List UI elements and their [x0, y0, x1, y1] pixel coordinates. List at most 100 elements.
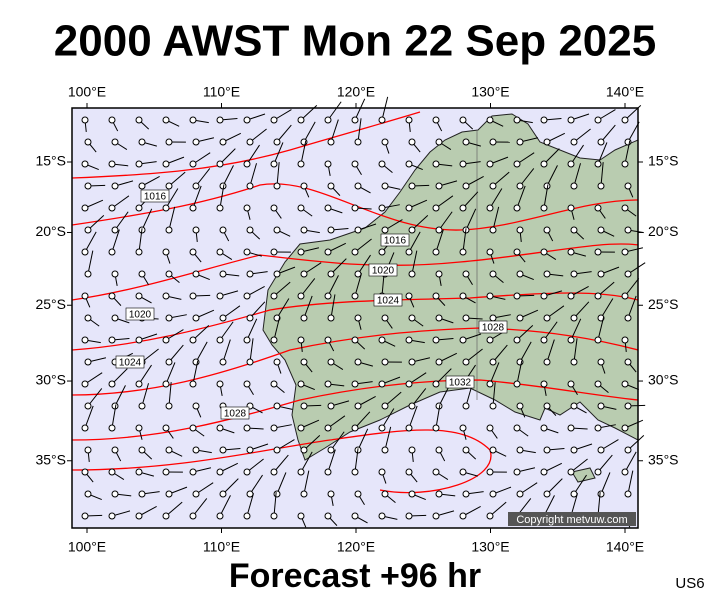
barb-station [301, 271, 307, 277]
lat-tick-label: 25°S [648, 296, 679, 312]
barb-station [298, 249, 304, 255]
barb-station [271, 161, 277, 167]
barb-station [82, 337, 88, 343]
barb-station [274, 447, 280, 453]
barb-station [433, 337, 439, 343]
barb-station [166, 227, 172, 233]
barb-station [487, 117, 493, 123]
barb-station [598, 403, 604, 409]
barb-station [109, 425, 115, 431]
barb-station [136, 337, 142, 343]
barb-station [136, 425, 142, 431]
barb-station [193, 271, 199, 277]
barb-station [85, 139, 91, 145]
barb-station [598, 227, 604, 233]
lat-tick-label: 35°S [35, 451, 66, 467]
barb-station [82, 513, 88, 519]
copyright: Copyright metvuw.com [516, 514, 627, 526]
barb-station [166, 447, 172, 453]
barb-station [433, 381, 439, 387]
barb-station [622, 425, 628, 431]
barb-station [166, 403, 172, 409]
barb-station [490, 403, 496, 409]
barb-station [82, 469, 88, 475]
barb-station [517, 183, 523, 189]
barb-station [514, 161, 520, 167]
barb-station [541, 469, 547, 475]
barb-station [190, 249, 196, 255]
lat-tick-label: 35°S [648, 451, 679, 467]
barb-station [463, 447, 469, 453]
title: 2000 AWST Mon 22 Sep 2025 [54, 17, 656, 66]
barb-station [82, 249, 88, 255]
barb-station [244, 117, 250, 123]
isobar-label: 1024 [377, 296, 400, 307]
barb-station [436, 447, 442, 453]
isobar-label: 1020 [129, 310, 152, 321]
barb-station [217, 249, 223, 255]
barb-station [298, 161, 304, 167]
barb-station [541, 381, 547, 387]
barb-station [595, 205, 601, 211]
barb-station [139, 183, 145, 189]
lat-tick-label: 20°S [35, 223, 66, 239]
barb-station [382, 359, 388, 365]
barb-station [82, 161, 88, 167]
barb-station [568, 249, 574, 255]
barb-station [487, 205, 493, 211]
barb-station [436, 271, 442, 277]
isobar-label: 1028 [482, 323, 505, 334]
barb-station [85, 271, 91, 277]
barb-station [193, 315, 199, 321]
barb-station [109, 469, 115, 475]
barb-station [436, 491, 442, 497]
barb-station [571, 139, 577, 145]
barb-station [487, 425, 493, 431]
barb-station [193, 183, 199, 189]
barb-station [136, 513, 142, 519]
barb-station [217, 337, 223, 343]
barb-station [163, 513, 169, 519]
lon-tick-label: 110°E [203, 84, 240, 100]
barb-station [217, 469, 223, 475]
barb-station [109, 513, 115, 519]
barb-station [190, 513, 196, 519]
barb-station [514, 293, 520, 299]
lat-tick-label: 15°S [648, 153, 679, 169]
barb-station [598, 359, 604, 365]
barb-station [409, 491, 415, 497]
barb-station [136, 469, 142, 475]
barb-station [217, 425, 223, 431]
barb-station [595, 161, 601, 167]
barb-station [460, 337, 466, 343]
barb-station [514, 337, 520, 343]
barb-station [244, 161, 250, 167]
barb-station [190, 293, 196, 299]
barb-station [82, 205, 88, 211]
model-label: US6 [675, 575, 704, 592]
barb-station [217, 205, 223, 211]
barb-station [433, 161, 439, 167]
barb-station [382, 139, 388, 145]
barb-station [544, 271, 550, 277]
barb-station [136, 117, 142, 123]
isobar-label: 1016 [144, 192, 167, 203]
barb-station [436, 139, 442, 145]
barb-station [598, 491, 604, 497]
barb-station [166, 271, 172, 277]
barb-station [460, 513, 466, 519]
barb-station [271, 293, 277, 299]
barb-station [274, 359, 280, 365]
barb-station [190, 425, 196, 431]
barb-station [301, 315, 307, 321]
barb-station [490, 315, 496, 321]
barb-station [568, 425, 574, 431]
barb-station [112, 183, 118, 189]
barb-station [595, 469, 601, 475]
barb-station [406, 469, 412, 475]
lon-tick-label: 120°E [337, 84, 375, 100]
barb-station [298, 337, 304, 343]
barb-station [247, 271, 253, 277]
barb-station [85, 183, 91, 189]
barb-station [193, 359, 199, 365]
